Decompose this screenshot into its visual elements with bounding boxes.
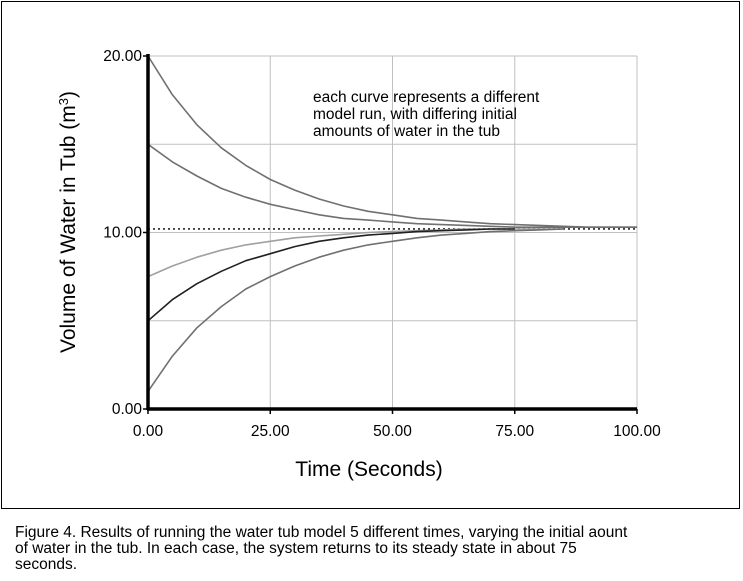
chart-series bbox=[147, 55, 637, 392]
line-chart: 0.00 25.00 50.00 75.00 100.000.0010.0020.00 … bbox=[56, 48, 662, 481]
annotation-line: each curve represents a different bbox=[313, 89, 540, 106]
annotation-line: amounts of water in the tub bbox=[313, 123, 500, 140]
annotation-text: each curve represents a different model … bbox=[313, 89, 544, 140]
y-axis-label: Volume of Water in Tub (m3) bbox=[56, 91, 81, 353]
y-tick-label: 10.00 bbox=[103, 225, 142, 242]
x-tick-label: 100.00 bbox=[613, 423, 661, 440]
x-tick-label: 50.00 bbox=[373, 423, 412, 440]
x-tick-label: 0.00 bbox=[133, 423, 164, 440]
figure-caption: Figure 4. Results of running the water t… bbox=[15, 525, 737, 573]
annotation-line: model run, with differing initial bbox=[313, 106, 517, 123]
y-tick-label: 20.00 bbox=[103, 48, 142, 65]
series-line-5 bbox=[147, 228, 564, 392]
caption-line: Figure 4. Results of running the water t… bbox=[15, 524, 628, 541]
caption-line: seconds. bbox=[15, 556, 78, 573]
chart-tick-labels: 0.00 25.00 50.00 75.00 100.00 0.00 10.00 20.00 bbox=[103, 48, 661, 440]
series-line-1 bbox=[147, 55, 637, 228]
y-tick-label: 0.00 bbox=[112, 401, 143, 418]
series-line-2 bbox=[147, 143, 637, 228]
series-line-4 bbox=[147, 228, 515, 322]
x-tick-label: 25.00 bbox=[251, 423, 290, 440]
x-tick-label: 75.00 bbox=[495, 423, 534, 440]
caption-line: of water in the tub. In each case, the s… bbox=[15, 540, 577, 557]
x-axis-label: Time (Seconds) bbox=[295, 458, 442, 481]
figure-frame bbox=[1, 1, 740, 509]
